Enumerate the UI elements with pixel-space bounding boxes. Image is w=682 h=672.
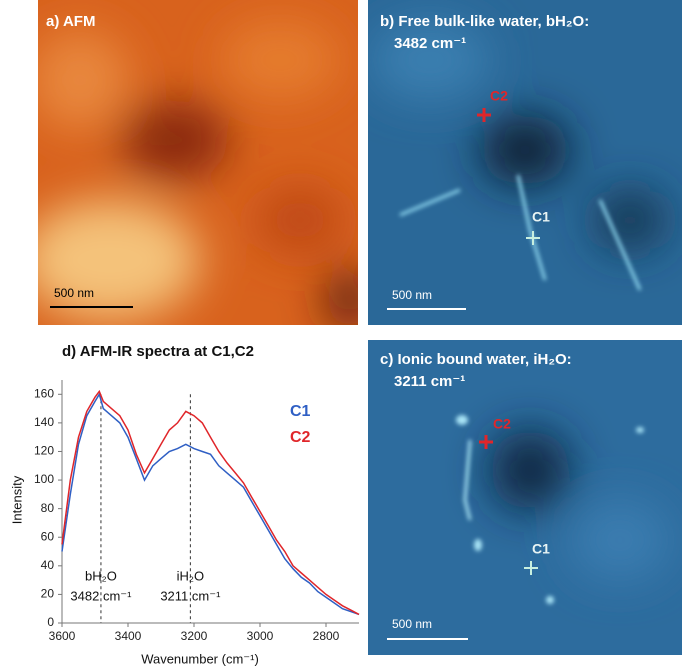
y-tick-label: 100 bbox=[34, 472, 54, 486]
legend-entry: C1 bbox=[290, 403, 311, 420]
panel-label: 3482 cm⁻¹ bbox=[394, 35, 466, 52]
x-tick-label: 3200 bbox=[181, 629, 208, 643]
scale-bar-label: 500 nm bbox=[54, 286, 94, 300]
annotation-text: 3482 cm⁻¹ bbox=[70, 589, 132, 604]
y-tick-label: 80 bbox=[41, 501, 55, 515]
scale-bar-label: 500 nm bbox=[392, 617, 432, 631]
marker-label: C1 bbox=[532, 209, 550, 225]
panel-label: b) Free bulk-like water, bH₂O: bbox=[380, 13, 589, 30]
panel-label: c) Ionic bound water, iH₂O: bbox=[380, 351, 572, 368]
scale-bar-label: 500 nm bbox=[392, 288, 432, 302]
y-tick-label: 120 bbox=[34, 444, 54, 458]
x-axis-label: Wavenumber (cm⁻¹) bbox=[141, 651, 259, 666]
annotation-label: bH₂O bbox=[85, 569, 117, 584]
panel-label: 3211 cm⁻¹ bbox=[394, 373, 465, 390]
chart-title: d) AFM-IR spectra at C1,C2 bbox=[62, 343, 254, 360]
marker-c1 bbox=[524, 561, 538, 575]
x-tick-label: 3600 bbox=[49, 629, 76, 643]
marker-c2 bbox=[477, 108, 491, 122]
y-tick-label: 0 bbox=[47, 615, 54, 629]
panel-label: a) AFM bbox=[46, 13, 95, 30]
x-tick-label: 2800 bbox=[313, 629, 340, 643]
marker-c2 bbox=[479, 435, 493, 449]
marker-label: C2 bbox=[493, 416, 511, 432]
y-tick-label: 20 bbox=[41, 587, 55, 601]
ir-map-c bbox=[368, 340, 682, 655]
annotation-text: 3211 cm⁻¹ bbox=[160, 589, 221, 604]
x-tick-label: 3400 bbox=[115, 629, 142, 643]
afm-image bbox=[38, 0, 358, 325]
legend-entry: C2 bbox=[290, 429, 311, 446]
x-tick-label: 3000 bbox=[247, 629, 274, 643]
y-tick-label: 160 bbox=[34, 386, 54, 400]
y-axis-label: Intensity bbox=[9, 475, 24, 524]
series-line bbox=[61, 392, 360, 616]
y-tick-label: 40 bbox=[41, 558, 55, 572]
marker-label: C2 bbox=[490, 88, 508, 104]
y-tick-label: 140 bbox=[34, 415, 54, 429]
marker-c1 bbox=[526, 231, 540, 245]
ir-map-b bbox=[368, 0, 682, 325]
series-line bbox=[61, 389, 360, 616]
y-tick-label: 60 bbox=[41, 529, 55, 543]
marker-label: C1 bbox=[532, 541, 550, 557]
annotation-label: iH₂O bbox=[177, 569, 204, 584]
